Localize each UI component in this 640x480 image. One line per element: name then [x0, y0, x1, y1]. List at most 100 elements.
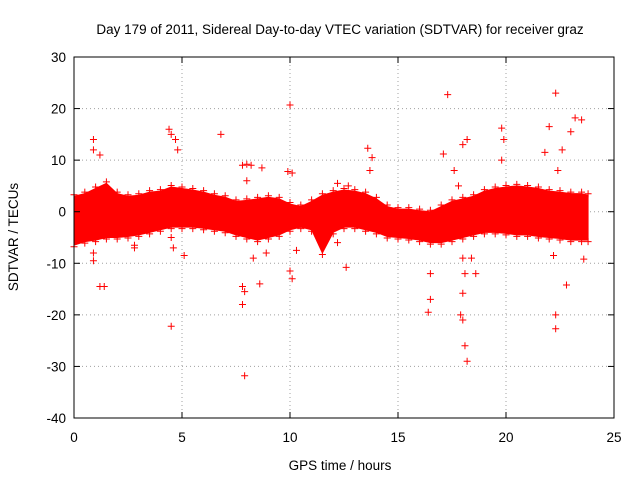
data-point-marker	[426, 270, 434, 278]
data-point-marker	[284, 167, 292, 175]
data-point-marker	[130, 241, 138, 249]
band-edge-marker	[578, 188, 586, 196]
band-edge-marker	[545, 186, 553, 194]
band-edge-marker	[275, 232, 283, 240]
data-point-marker	[450, 166, 458, 174]
data-point-marker	[167, 234, 175, 241]
band-edge-marker	[178, 225, 186, 233]
data-point-marker	[444, 91, 452, 99]
data-point-marker	[238, 301, 246, 309]
band-edge-marker	[264, 192, 272, 200]
band-edge-marker	[92, 183, 100, 191]
band-edge-marker	[146, 187, 154, 195]
data-point-marker	[500, 136, 508, 144]
data-point-marker	[439, 150, 447, 158]
data-point-marker	[169, 244, 177, 252]
x-tick-label: 5	[178, 430, 186, 445]
data-point-marker	[562, 281, 570, 289]
band-edge-marker	[372, 193, 380, 201]
band-edge-marker	[502, 231, 510, 239]
band-edge-marker	[286, 198, 294, 206]
band-edge-marker	[383, 201, 391, 209]
band-edge-marker	[113, 235, 121, 243]
band-edge-marker	[459, 193, 467, 201]
data-point-marker	[288, 169, 296, 177]
data-point-marker	[424, 308, 432, 316]
data-point-marker	[498, 156, 506, 164]
data-point-marker	[545, 123, 553, 131]
data-point-marker	[89, 249, 97, 257]
data-point-marker	[217, 130, 225, 138]
data-point-marker	[463, 357, 471, 365]
band-edge-marker	[81, 188, 89, 196]
band-edge-marker	[405, 204, 413, 212]
axis-ticks: 0 5 10 15 20 25 -40 -30 -20 -10 0 10 20 30	[46, 50, 621, 445]
data-point-marker	[552, 89, 560, 97]
band-edge-marker	[351, 186, 359, 194]
x-tick-label: 25	[606, 430, 621, 445]
band-edge-marker	[340, 225, 348, 233]
band-edge-marker	[362, 188, 370, 196]
band-edge-marker	[189, 185, 197, 193]
band-edge-marker	[221, 229, 229, 237]
band-edge-marker	[394, 235, 402, 243]
data-point-marker	[578, 116, 586, 124]
band-edge-marker	[426, 240, 434, 248]
band-edge-marker	[286, 227, 294, 235]
band-edge-marker	[243, 195, 251, 203]
data-point-marker	[243, 177, 251, 185]
data-point-marker	[238, 161, 246, 169]
data-point-marker	[454, 182, 462, 190]
band-edge-marker	[584, 190, 592, 198]
dense-point-band	[73, 182, 589, 255]
band-edge-marker	[146, 230, 154, 238]
band-edge-marker	[232, 232, 240, 240]
band-edge-marker	[448, 238, 456, 246]
data-point-marker	[238, 282, 246, 290]
band-edge-marker	[135, 232, 143, 240]
data-point-marker	[459, 254, 467, 262]
band-edge-marker	[102, 235, 110, 243]
data-point-marker	[100, 282, 108, 290]
band-edge-marker	[221, 192, 229, 200]
band-edge-marker	[556, 187, 564, 195]
data-point-marker	[498, 124, 506, 132]
band-edge-marker	[318, 250, 326, 258]
band-edge-marker	[470, 232, 478, 240]
band-edge-marker	[92, 238, 100, 246]
band-edge-marker	[124, 191, 132, 199]
data-point-marker	[247, 161, 255, 169]
band-edge-marker	[81, 239, 89, 247]
band-edge-marker	[405, 236, 413, 244]
data-point-marker	[459, 289, 467, 297]
data-point-marker	[89, 146, 97, 154]
band-edge-marker	[502, 181, 510, 189]
band-edge-marker	[297, 225, 305, 233]
data-point-marker	[167, 322, 175, 330]
band-edge-marker	[513, 232, 521, 240]
data-point-marker	[89, 257, 97, 265]
band-edge-marker	[459, 235, 467, 243]
band-edge-marker	[102, 178, 110, 186]
data-point-marker	[256, 280, 264, 288]
data-point-marker	[558, 146, 566, 154]
data-point-marker	[174, 146, 182, 154]
data-point-marker	[426, 295, 434, 303]
data-point-marker	[463, 136, 471, 144]
band-edge-marker	[351, 225, 359, 233]
band-edge-marker	[210, 227, 218, 235]
data-point-marker	[459, 141, 467, 149]
data-point-marker	[262, 249, 270, 257]
data-point-marker	[552, 325, 560, 333]
data-point-marker	[364, 144, 372, 152]
band-edge-marker	[156, 186, 164, 194]
band-edge-marker	[362, 227, 370, 235]
band-edge-marker	[264, 235, 272, 243]
y-tick-label: -30	[46, 359, 66, 374]
band-edge-marker	[167, 181, 175, 189]
band-edge-marker	[545, 235, 553, 243]
band-edge-marker	[383, 234, 391, 242]
band-edge-marker	[426, 206, 434, 214]
data-point-marker	[89, 136, 97, 144]
